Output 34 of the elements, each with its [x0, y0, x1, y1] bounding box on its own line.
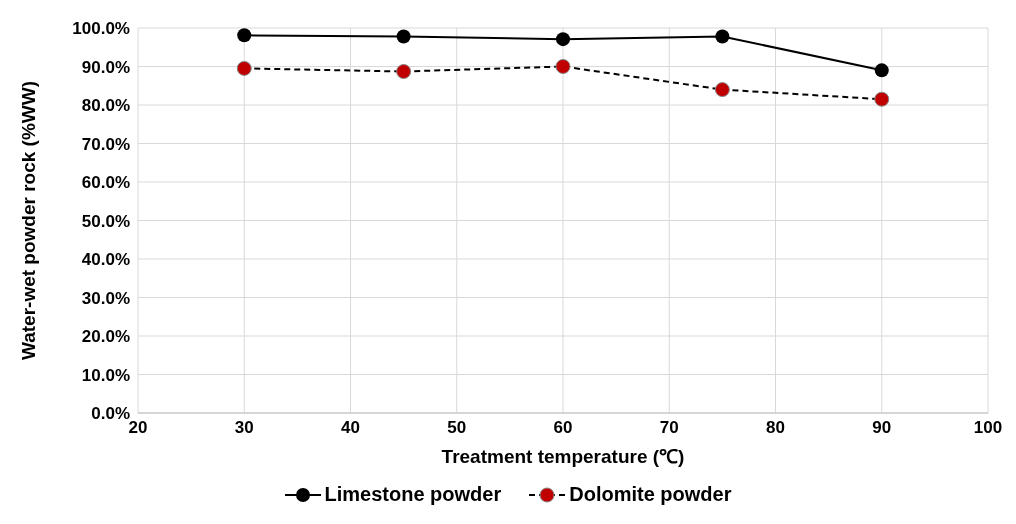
point [555, 59, 571, 74]
y-tick-label: 50.0% [81, 211, 130, 231]
y-tick-label: 60.0% [81, 173, 130, 193]
y-axis-title: Water-wet powder rock (%WW) [17, 80, 39, 361]
x-tick-label: 50 [447, 418, 467, 438]
legend-label: Dolomite powder [569, 483, 732, 506]
x-tick-label: 40 [341, 418, 360, 438]
legend-label: Limestone powder [324, 483, 502, 506]
x-tick-label: 100 [973, 418, 1003, 438]
y-tick-label: 0.0% [91, 404, 130, 424]
x-tick-label: 80 [766, 418, 785, 438]
x-tick-label: 70 [659, 418, 679, 438]
point [556, 32, 570, 47]
point [396, 29, 411, 44]
y-tick-label: 100.0% [72, 19, 130, 39]
y-tick-label: 80.0% [81, 96, 130, 116]
y-tick-label: 40.0% [81, 250, 130, 270]
x-tick-label: 60 [553, 418, 573, 438]
point [396, 64, 412, 80]
x-tick-label: 30 [234, 418, 254, 438]
point [237, 28, 252, 43]
point [714, 82, 730, 98]
point [874, 63, 889, 78]
y-tick-label: 20.0% [81, 327, 130, 347]
x-axis-title: Treatment temperature (℃) [441, 446, 685, 467]
y-tick-label: 90.0% [81, 57, 130, 77]
point [715, 29, 730, 44]
x-tick-label: 90 [872, 418, 892, 438]
point [874, 91, 890, 107]
x-tick-label: 20 [128, 418, 148, 438]
y-tick-label: 30.0% [81, 288, 130, 308]
point [236, 60, 252, 76]
y-tick-label: 10.0% [81, 365, 130, 385]
y-tick-label: 70.0% [81, 134, 130, 154]
